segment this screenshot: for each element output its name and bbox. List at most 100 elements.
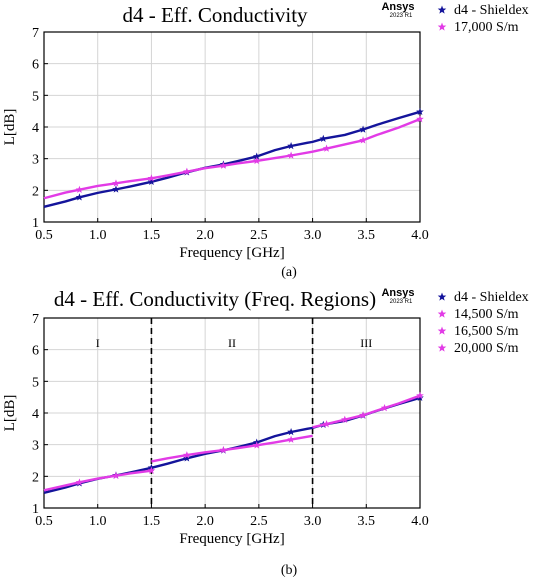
legend-marker [437,292,447,301]
y-tick-label: 7 [32,26,39,41]
series-line [151,434,313,463]
y-tick-label: 5 [32,375,39,390]
y-tick-label: 2 [32,184,39,199]
data-point-marker [147,177,156,186]
series-line [43,110,421,208]
x-tick-label: 1.0 [89,228,107,243]
x-tick-label: 3.0 [304,514,322,529]
x-tick-label: 0.5 [35,514,53,529]
data-point-marker [219,161,228,169]
data-point-marker [183,454,191,462]
data-point-marker [287,142,295,150]
legend-entry: 17,000 S/m [454,20,519,35]
data-point-marker [416,391,424,399]
x-tick-label: 1.5 [143,228,161,243]
data-point-marker [252,152,261,160]
y-tick-label: 1 [32,216,39,231]
y-tick-label: 3 [32,153,39,168]
data-point-marker [183,167,191,175]
data-point-marker [416,393,424,402]
series [43,107,424,208]
ansys-logo: Ansys [381,1,414,13]
legend-marker [437,5,447,14]
region-label: II [228,336,236,350]
data-point-marker [359,136,367,144]
data-point-marker [112,471,120,479]
x-tick-label: 3.0 [304,228,322,243]
x-tick-label: 2.0 [196,228,214,243]
ansys-logo: Ansys [381,287,414,299]
x-tick-label: 3.5 [358,514,376,529]
data-point-marker [147,466,156,474]
data-point-marker [287,435,295,443]
data-point-marker [322,144,331,152]
y-tick-label: 5 [32,89,39,104]
series-line [43,117,421,200]
legend-marker [437,343,447,352]
data-point-marker [252,156,261,165]
series [312,391,424,429]
y-axis-label: L[dB] [2,395,18,432]
y-tick-label: 6 [32,58,39,73]
series [151,434,313,463]
y-tick-label: 3 [32,439,39,454]
data-point-marker [183,451,191,459]
data-point-marker [380,404,389,412]
data-point-marker [359,411,367,419]
legend-entry: 20,000 S/m [454,341,519,356]
data-point-marker [287,428,295,436]
y-tick-label: 7 [32,312,39,327]
legend-entry: 14,500 S/m [454,307,519,322]
x-tick-label: 4.0 [411,228,429,243]
data-point-marker [75,193,84,201]
legend-marker [437,22,447,31]
legend-entry: d4 - Shieldex [454,290,529,305]
data-point-marker [147,174,156,182]
data-point-marker [416,107,424,116]
data-point-marker [416,115,424,123]
series [43,466,156,492]
data-point-marker [319,134,328,142]
data-point-marker [341,415,349,423]
ansys-version: 2023 R1 [390,13,413,19]
chart-title: d4 - Eff. Conductivity (Freq. Regions) [54,287,376,311]
y-tick-label: 6 [32,344,39,359]
data-point-marker [359,125,367,133]
ansys-version: 2023 R1 [390,299,413,305]
region-label: III [360,336,372,350]
series [43,115,424,200]
data-point-marker [112,179,120,187]
x-tick-label: 1.0 [89,514,107,529]
legend-marker [437,326,447,335]
data-point-marker [287,151,295,159]
x-tick-label: 0.5 [35,228,53,243]
x-axis-label: Frequency [GHz] [179,531,284,547]
legend-entry: 16,500 S/m [454,324,519,339]
x-tick-label: 2.5 [250,228,268,243]
figure-caption: (b) [281,563,298,578]
x-tick-label: 1.5 [143,514,161,529]
y-tick-label: 4 [32,407,39,422]
x-tick-label: 3.5 [358,228,376,243]
y-axis-label: L[dB] [2,109,18,146]
data-point-marker [322,420,331,428]
legend-marker [437,309,447,318]
data-point-marker [219,446,228,454]
y-tick-label: 4 [32,121,39,136]
chart-b: d4 - Eff. Conductivity (Freq. Regions) An… [2,287,529,578]
x-tick-label: 2.0 [196,514,214,529]
data-point-marker [75,478,84,486]
series-line [43,469,152,492]
region-label: I [96,336,100,350]
x-tick-label: 4.0 [411,514,429,529]
y-tick-label: 2 [32,470,39,485]
figure-caption: (a) [281,265,297,280]
data-point-marker [112,185,120,193]
x-axis-label: Frequency [GHz] [179,245,284,261]
data-point-marker [252,441,261,449]
x-tick-label: 2.5 [250,514,268,529]
data-point-marker [75,185,84,193]
y-tick-label: 1 [32,502,39,517]
